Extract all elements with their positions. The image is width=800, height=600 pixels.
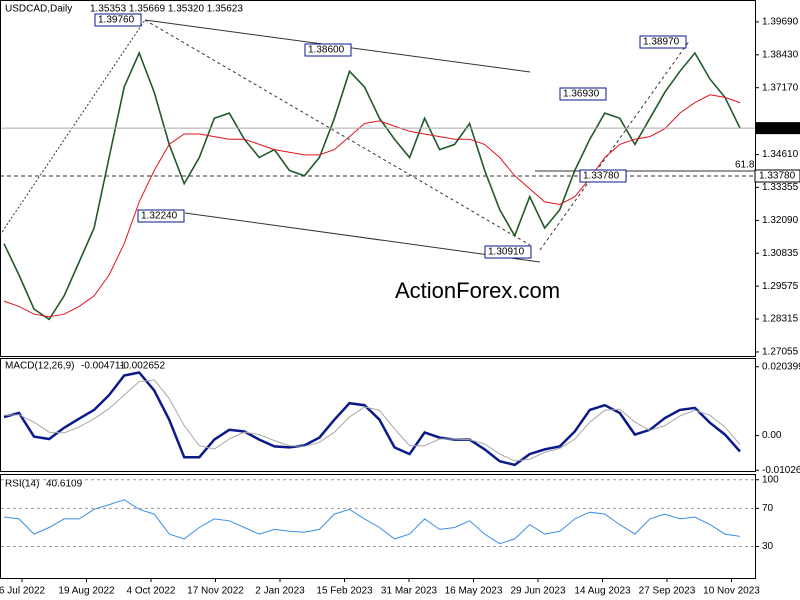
annotation-box bbox=[137, 209, 185, 223]
macd-title: MACD(12,26,9) bbox=[5, 361, 74, 372]
x-tick-label: 17 Nov 2022 bbox=[187, 586, 244, 597]
rsi-value: 40.6109 bbox=[46, 479, 83, 490]
trend-line bbox=[0, 19, 146, 236]
series-line bbox=[3, 371, 741, 467]
annotation: 1.39760 bbox=[98, 15, 135, 26]
channel-line bbox=[184, 212, 541, 263]
annotation: 1.33780 bbox=[583, 171, 620, 182]
macd-value: -0.004711 bbox=[81, 361, 126, 372]
price-label: 1.35623 bbox=[759, 123, 796, 134]
macd-panel bbox=[0, 358, 756, 472]
series-line bbox=[3, 379, 741, 462]
annotation-box bbox=[484, 245, 532, 259]
y-tick-label: 30 bbox=[762, 541, 774, 552]
level-label: 1.33780 bbox=[759, 171, 796, 182]
ohlc: 1.35353 1.35669 1.35320 1.35623 bbox=[90, 4, 243, 15]
y-tick-label: 1.37170 bbox=[762, 82, 799, 93]
y-tick-label: 1.27055 bbox=[762, 347, 799, 358]
annotation: 1.30910 bbox=[488, 247, 525, 258]
y-tick-label: 0.00 bbox=[762, 430, 782, 441]
x-tick-label: 15 Feb 2023 bbox=[316, 586, 373, 597]
annotation-box bbox=[579, 169, 627, 183]
series-line bbox=[3, 499, 741, 545]
signal-value: -0.002652 bbox=[120, 361, 165, 372]
x-tick-label: 2 Jan 2023 bbox=[255, 586, 305, 597]
annotation-box bbox=[304, 43, 352, 57]
series-line bbox=[3, 94, 741, 318]
y-tick-label: -0.01026 bbox=[762, 465, 800, 476]
y-tick-label: 1.32090 bbox=[762, 215, 799, 226]
trend-line bbox=[539, 39, 691, 251]
y-tick-label: 0.020399 bbox=[762, 361, 800, 372]
annotation: 1.36930 bbox=[563, 89, 600, 100]
annotation-box bbox=[639, 35, 687, 49]
y-tick-label: 1.29575 bbox=[762, 281, 799, 292]
annotation: 1.38970 bbox=[643, 37, 680, 48]
x-tick-label: 29 Jun 2023 bbox=[510, 586, 565, 597]
trend-line bbox=[144, 19, 531, 246]
y-tick-label: 1.28315 bbox=[762, 314, 799, 325]
rsi-title: RSI(14) bbox=[5, 479, 39, 490]
x-tick-label: 4 Oct 2022 bbox=[127, 586, 176, 597]
series-line bbox=[3, 50, 741, 321]
rsi-panel bbox=[0, 474, 756, 579]
level-label-box bbox=[754, 169, 800, 183]
y-tick-label: 1.39690 bbox=[762, 17, 799, 28]
y-tick-label: 1.38430 bbox=[762, 49, 799, 60]
x-tick-label: 16 May 2023 bbox=[445, 586, 503, 597]
annotation-box bbox=[559, 87, 607, 101]
fib-label: 61.8 bbox=[735, 160, 755, 171]
y-tick-label: 1.33355 bbox=[762, 182, 799, 193]
symbol: USDCAD,Daily bbox=[5, 4, 72, 15]
x-tick-label: 19 Aug 2022 bbox=[58, 586, 115, 597]
annotation-box bbox=[94, 13, 142, 27]
x-tick-label: 6 Jul 2022 bbox=[0, 586, 46, 597]
annotation: 1.32240 bbox=[141, 211, 178, 222]
x-tick-label: 10 Nov 2023 bbox=[703, 586, 760, 597]
y-tick-label: 100 bbox=[762, 474, 779, 485]
annotation: 1.38600 bbox=[308, 45, 345, 56]
y-tick-label: 1.30835 bbox=[762, 248, 799, 259]
y-tick-label: 1.34610 bbox=[762, 149, 799, 160]
watermark: ActionForex.com bbox=[395, 278, 560, 303]
x-tick-label: 31 Mar 2023 bbox=[381, 586, 438, 597]
x-tick-label: 27 Sep 2023 bbox=[639, 586, 696, 597]
x-tick-label: 14 Aug 2023 bbox=[574, 586, 631, 597]
y-tick-label: 70 bbox=[762, 503, 774, 514]
price-label-box bbox=[755, 122, 800, 135]
